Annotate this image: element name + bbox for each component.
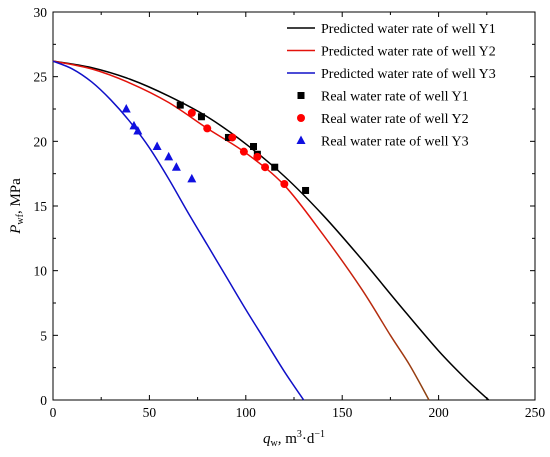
series-1-line [52, 60, 490, 401]
series-5-point [228, 133, 237, 142]
series-5-point [253, 152, 262, 161]
legend-label-5: Real water rate of well Y2 [321, 112, 469, 127]
legend-label-6: Real water rate of well Y3 [321, 135, 469, 150]
axis-ticks: 0 50 100 150 200 250 0 5 10 15 20 25 30 [34, 5, 546, 420]
series-6-point [187, 173, 197, 183]
series-6-point [129, 120, 139, 130]
y-tick-label: 0 [40, 393, 47, 408]
series-3-line [52, 60, 305, 401]
series-5-point [261, 163, 270, 172]
y-tick-label: 25 [34, 70, 48, 85]
series-6-point [171, 162, 181, 171]
series-4-point [197, 113, 205, 121]
series-4-point [250, 143, 258, 151]
legend-label-1: Predicted water rate of well Y1 [321, 22, 496, 37]
y-tick-label: 5 [40, 328, 47, 343]
x-tick-label: 50 [143, 405, 157, 420]
legend-marker-6 [296, 135, 306, 144]
legend-label-3: Predicted water rate of well Y3 [321, 67, 496, 82]
y-tick-label: 30 [34, 5, 48, 20]
legend: Predicted water rate of well Y1 Predicted… [287, 22, 496, 150]
series-layer [52, 60, 490, 401]
legend-marker-5 [297, 114, 305, 122]
y-tick-label: 10 [34, 264, 48, 279]
x-tick-label: 200 [428, 405, 449, 420]
series-5-point [280, 180, 289, 189]
legend-label-2: Predicted water rate of well Y2 [321, 45, 496, 60]
series-6-point [164, 151, 174, 161]
x-axis-title: qw, m3·d−1 [263, 429, 325, 449]
y-axis-title: Pwf, MPa [8, 178, 26, 235]
x-tick-label: 250 [525, 405, 546, 420]
legend-label-4: Real water rate of well Y1 [321, 90, 469, 105]
legend-marker-4 [297, 92, 305, 99]
y-tick-label: 20 [34, 134, 48, 149]
x-tick-label: 100 [236, 405, 257, 420]
series-4-point [271, 163, 279, 171]
series-5-point [239, 147, 248, 156]
y-tick-label: 15 [34, 199, 48, 214]
series-6-point [133, 125, 143, 135]
series-6-point [152, 141, 162, 151]
x-tick-label: 150 [332, 405, 353, 420]
series-4-point [176, 101, 184, 109]
series-6-point [121, 104, 131, 113]
series-4-point [302, 186, 310, 194]
x-tick-label: 0 [50, 405, 57, 420]
series-5-point [187, 108, 196, 117]
series-5-point [203, 124, 212, 133]
